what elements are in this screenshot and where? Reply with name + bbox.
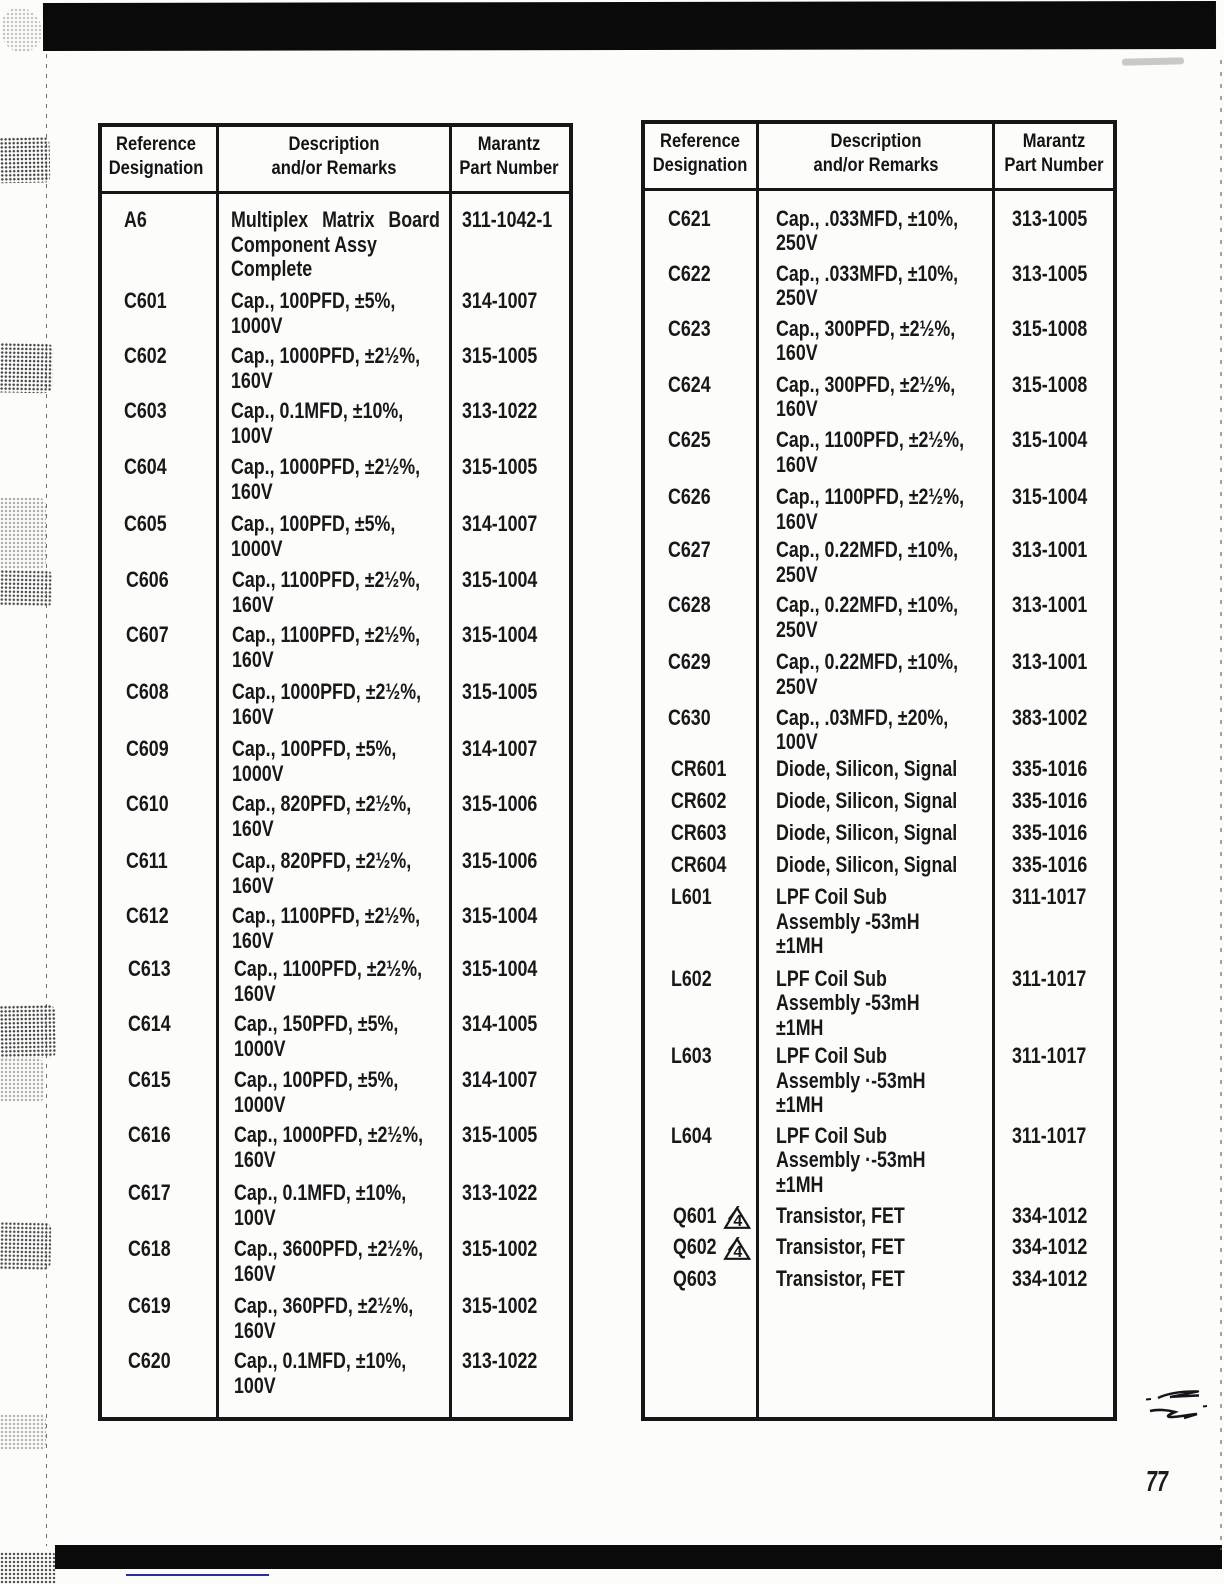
svg-text:4: 4 (733, 1213, 742, 1230)
svg-text:4: 4 (733, 1244, 742, 1261)
